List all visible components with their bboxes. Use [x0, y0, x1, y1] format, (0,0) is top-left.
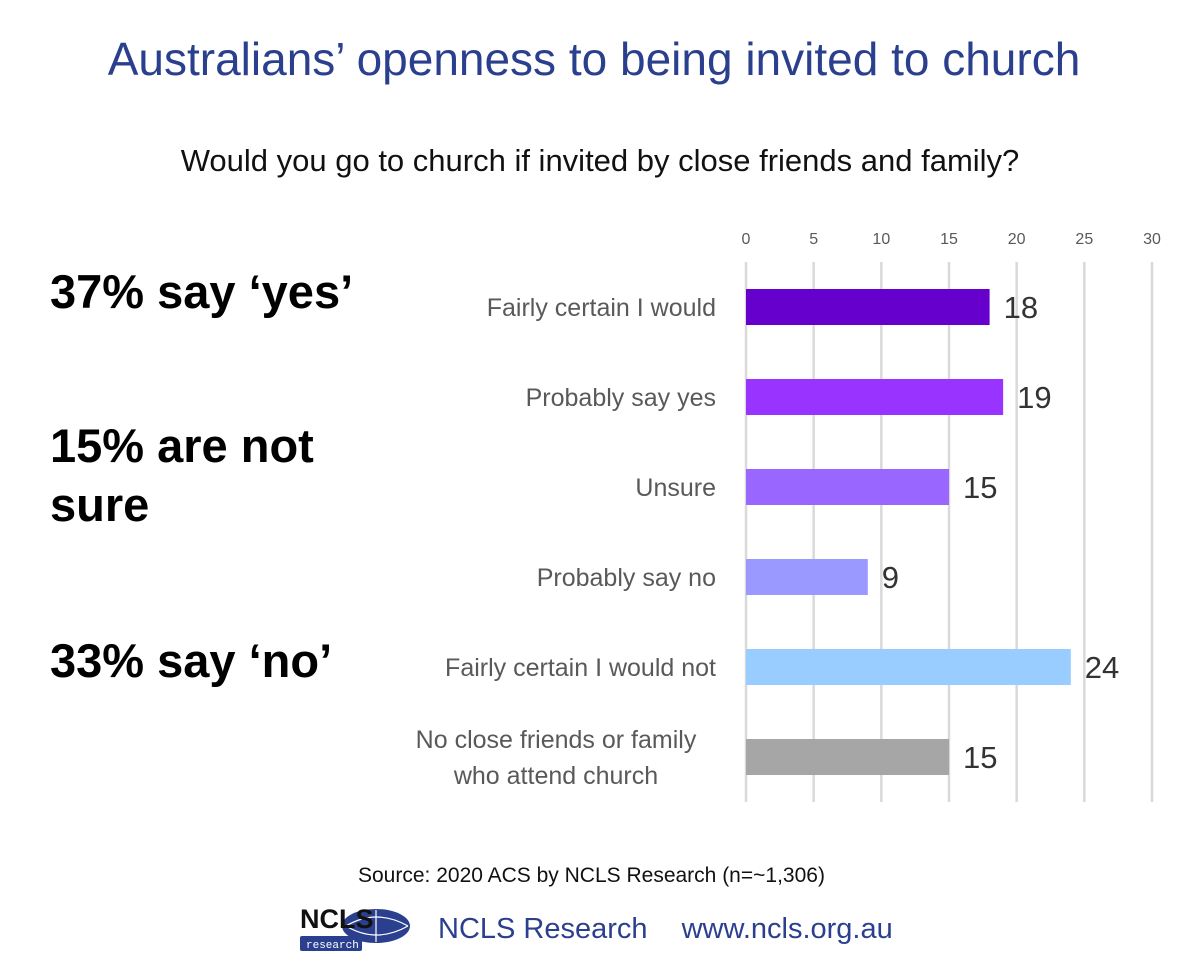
x-tick-label: 20	[1008, 231, 1026, 248]
callout-unsure: 15% are not sure	[50, 419, 314, 531]
data-label: 15	[963, 740, 997, 775]
data-label: 19	[1017, 380, 1051, 415]
bar	[746, 469, 949, 505]
x-tick-label: 10	[872, 231, 890, 248]
data-label: 24	[1085, 650, 1119, 685]
x-tick-label: 5	[809, 231, 818, 248]
footer: NCLS Research www.ncls.org.au	[438, 913, 919, 946]
logo-subtext: research	[306, 940, 359, 952]
category-label: Fairly certain I would not	[445, 654, 716, 682]
x-tick-label: 15	[940, 231, 958, 248]
page-title: Australians’ openness to being invited t…	[107, 33, 1081, 85]
footer-org: NCLS Research	[438, 913, 648, 945]
chart-subtitle: Would you go to church if invited by clo…	[180, 143, 1020, 178]
bar-chart: 0 5 10 15 20 25 30 18 Fairly certain I would 19 Pr…	[416, 231, 1161, 802]
category-label: No close friends or family who attend chu…	[416, 726, 697, 790]
bar	[746, 379, 1004, 415]
data-label: 18	[1004, 290, 1038, 325]
bar	[746, 289, 990, 325]
callout-no: 33% say ‘no’	[50, 634, 333, 687]
category-label: Probably say yes	[526, 384, 716, 412]
category-label: Unsure	[635, 474, 716, 502]
category-label: Fairly certain I would	[487, 294, 716, 322]
bar	[746, 739, 949, 775]
x-tick-label: 0	[742, 231, 751, 248]
data-label: 9	[882, 560, 899, 595]
ncls-logo: NCLS research	[300, 904, 410, 952]
bar	[746, 559, 868, 595]
callout-yes: 37% say ‘yes’	[50, 265, 354, 318]
bar	[746, 649, 1071, 685]
footer-url[interactable]: www.ncls.org.au	[681, 913, 893, 945]
x-tick-label: 25	[1075, 231, 1093, 248]
logo-text: NCLS	[300, 904, 374, 934]
source-note: Source: 2020 ACS by NCLS Research (n=~1,…	[358, 864, 825, 887]
data-label: 15	[963, 470, 997, 505]
x-tick-label: 30	[1143, 231, 1161, 248]
category-label: Probably say no	[537, 564, 716, 592]
